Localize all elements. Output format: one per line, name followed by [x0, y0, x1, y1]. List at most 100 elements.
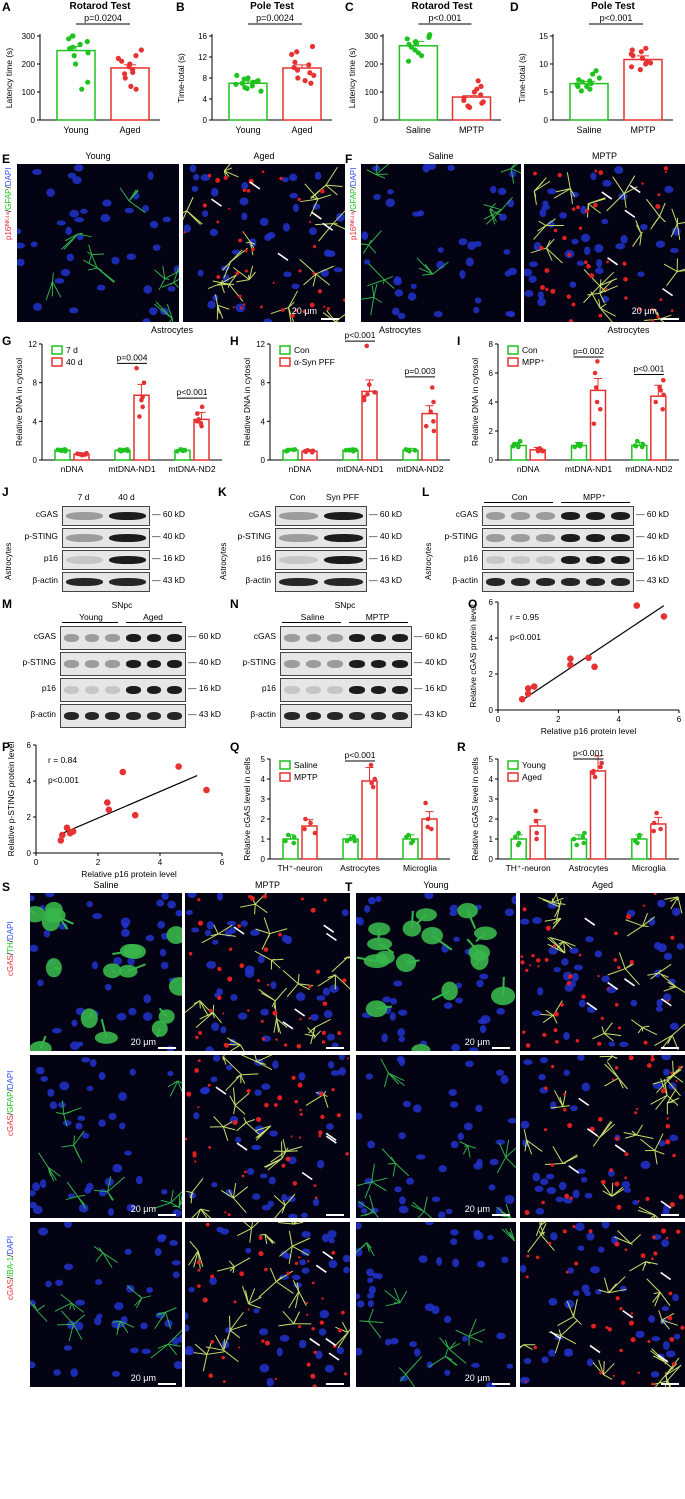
blot-band: [105, 634, 120, 642]
blot-row-label: p-STING: [444, 531, 478, 541]
blot-kd-label: — 43 kD: [414, 709, 448, 719]
red-puncta: [545, 925, 551, 931]
blot-band: [349, 686, 365, 694]
nucleus: [212, 294, 219, 302]
astrocyte-process: [535, 1225, 541, 1237]
nucleus: [191, 927, 200, 933]
astrocyte-process: [384, 275, 393, 281]
nucleus: [654, 941, 662, 950]
data-point: [122, 71, 128, 77]
astrocyte-process: [645, 1261, 659, 1265]
data-point: [119, 58, 125, 64]
blot-row-label: p16: [256, 553, 271, 563]
astrocyte-process: [186, 1190, 193, 1193]
astrocyte-process: [282, 1139, 287, 1152]
red-puncta: [613, 931, 618, 936]
data-point: [370, 784, 376, 790]
blot-kd-label: — 60 kD: [369, 509, 403, 519]
nucleus: [316, 1159, 325, 1169]
red-puncta: [668, 1291, 673, 1296]
y-tick-label: 2: [489, 670, 494, 679]
scale-bar-label: 20 μm: [291, 306, 317, 316]
astrocyte-process: [191, 1177, 204, 1193]
neurite: [30, 908, 36, 916]
blot-band: [511, 534, 530, 542]
blot-band: [284, 686, 300, 694]
red-puncta: [250, 896, 255, 901]
nucleus: [64, 1222, 72, 1229]
neurite: [379, 943, 395, 954]
astrocyte-process: [489, 209, 502, 216]
astrocyte-process: [168, 318, 173, 322]
nucleus: [295, 992, 306, 1001]
astrocyte-process: [232, 1197, 247, 1214]
y-tick-label: 0: [374, 116, 379, 125]
astrocyte-process: [119, 187, 130, 202]
nucleus: [157, 1234, 166, 1243]
astrocyte-process: [417, 1211, 425, 1218]
legend-label: Saline: [294, 760, 318, 770]
blot-kd-label: — 43 kD: [188, 709, 222, 719]
micrograph-image: [356, 893, 516, 1051]
astrocyte-process: [673, 1075, 684, 1083]
arrow-icon: [622, 1309, 634, 1319]
red-puncta: [239, 306, 243, 310]
nucleus: [67, 172, 76, 179]
blot-band: [586, 534, 605, 542]
blot-band: [370, 660, 387, 668]
y-tick-label: 200: [22, 60, 36, 69]
blot-band: [305, 660, 322, 668]
blot-band: [66, 512, 103, 520]
nucleus: [266, 1377, 274, 1387]
neuron-cell: [411, 1043, 431, 1051]
red-puncta: [552, 944, 557, 948]
neurite: [475, 932, 487, 942]
red-puncta: [342, 978, 347, 983]
nucleus: [298, 1072, 306, 1081]
data-point: [628, 64, 635, 70]
red-puncta: [346, 1057, 349, 1060]
micrograph-e-young: Young: [17, 164, 179, 322]
red-puncta: [537, 965, 540, 968]
data-point: [366, 382, 372, 387]
blot-band: [109, 534, 146, 542]
astrocyte-process: [468, 1335, 483, 1343]
nucleus: [338, 1067, 346, 1076]
astrocyte-process: [599, 279, 602, 294]
nucleus: [381, 1033, 388, 1043]
data-point: [524, 690, 532, 698]
astrocyte-process: [63, 1113, 68, 1127]
data-point: [643, 45, 649, 51]
nucleus: [237, 1012, 248, 1020]
astrocyte-process: [510, 168, 515, 184]
nucleus: [267, 232, 276, 239]
astrocyte-process: [279, 1245, 293, 1257]
neuron-cell: [365, 1000, 388, 1018]
red-puncta: [652, 1235, 656, 1240]
red-puncta: [215, 177, 221, 183]
red-puncta: [597, 1041, 602, 1046]
blot-band: [305, 686, 322, 694]
nucleus: [331, 1042, 339, 1048]
neurite: [156, 1028, 161, 1038]
data-point: [63, 824, 71, 832]
p-value: p<0.001: [48, 775, 79, 785]
data-point: [85, 50, 91, 56]
nucleus: [577, 1245, 585, 1251]
red-puncta: [667, 1315, 673, 1321]
arrow-icon: [328, 1352, 340, 1361]
red-puncta: [319, 1091, 324, 1097]
micrograph-image: [356, 1056, 516, 1218]
astrocyte-process: [670, 896, 679, 910]
data-point: [194, 411, 200, 416]
astrocyte-process: [183, 210, 188, 214]
astrocyte-process: [607, 1056, 613, 1061]
nucleus: [335, 212, 345, 222]
astrocyte-process: [245, 1119, 255, 1123]
nucleus: [316, 995, 326, 1001]
nucleus: [658, 1140, 666, 1147]
nucleus: [496, 1332, 506, 1340]
astrocyte-process: [665, 1365, 682, 1376]
